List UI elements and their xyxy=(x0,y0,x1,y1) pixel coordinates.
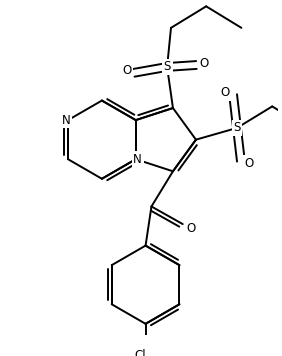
Text: N: N xyxy=(133,153,142,166)
Text: O: O xyxy=(221,86,230,99)
Text: S: S xyxy=(233,121,241,135)
Text: O: O xyxy=(244,157,253,169)
Text: Cl: Cl xyxy=(134,349,146,356)
Text: O: O xyxy=(200,57,209,69)
Text: O: O xyxy=(122,64,131,77)
Text: N: N xyxy=(62,114,70,127)
Text: S: S xyxy=(163,61,171,73)
Text: O: O xyxy=(186,221,195,235)
